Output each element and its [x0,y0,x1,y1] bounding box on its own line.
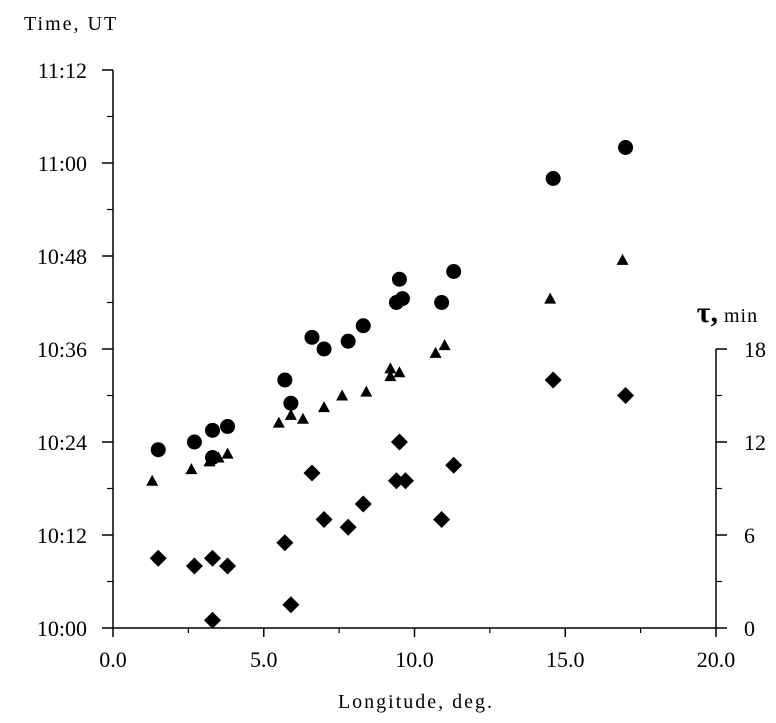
circle-point [356,318,371,333]
y-axis-left-title: Time, UT [24,13,118,35]
y-right-tick-label: 6 [744,523,755,548]
y-left-tick-label: 10:24 [37,430,87,455]
x-axis-title: Longitude, deg. [338,691,494,713]
circle-point [446,264,461,279]
triangle-point [222,448,234,459]
circle-point [317,342,332,357]
circle-point [618,140,633,155]
diamond-point [397,472,414,489]
triangle-point [384,362,396,373]
circle-point [341,334,356,349]
circle-point [205,423,220,438]
diamond-point [150,550,167,567]
diamond-point [340,519,357,536]
diamond-point [355,496,372,513]
diamond-point [186,558,203,575]
triangle-point [617,254,629,265]
circle-point [187,435,202,450]
circle-point [395,291,410,306]
diamond-point [617,387,634,404]
y-left-tick-label: 11:00 [38,151,87,176]
triangle-point [297,413,309,424]
diamond-point [219,558,236,575]
circle-point [304,330,319,345]
circle-point [151,442,166,457]
diamond-point [391,434,408,451]
diamond-point [433,511,450,528]
y-axis-right-unit: min [724,305,758,327]
y-left-tick-label: 10:36 [37,337,87,362]
diamond-point [282,596,299,613]
y-right-tick-label: 18 [744,337,766,362]
triangle-point [439,339,451,350]
diamond-point [303,465,320,482]
triangle-point [544,293,556,304]
y-right-tick-label: 0 [744,616,755,641]
y-left-tick-label: 10:12 [37,523,87,548]
diamond-point [545,372,562,389]
x-tick-label: 10.0 [395,647,434,672]
circle-point [277,373,292,388]
triangle-point [318,401,330,412]
x-tick-label: 20.0 [697,647,736,672]
x-tick-label: 0.0 [99,647,127,672]
circle-point [546,171,561,186]
circle-point [434,295,449,310]
y-right-tick-label: 12 [744,430,766,455]
circle-point [283,396,298,411]
diamond-point [316,511,333,528]
triangle-point [185,463,197,474]
circle-point [392,272,407,287]
x-tick-label: 15.0 [546,647,585,672]
y-axis-right-symbol: τ, [697,296,718,329]
circle-point [220,419,235,434]
y-left-tick-label: 10:00 [37,616,87,641]
diamond-point [276,534,293,551]
triangle-point [360,386,372,397]
x-tick-label: 5.0 [250,647,278,672]
y-left-tick-label: 10:48 [37,244,87,269]
triangle-point [336,390,348,401]
diamond-point [445,457,462,474]
triangle-point [273,417,285,428]
y-left-tick-label: 11:12 [38,58,87,83]
diamond-point [204,550,221,567]
triangle-point [285,409,297,420]
diamond-point [204,612,221,629]
triangle-point [146,475,158,486]
